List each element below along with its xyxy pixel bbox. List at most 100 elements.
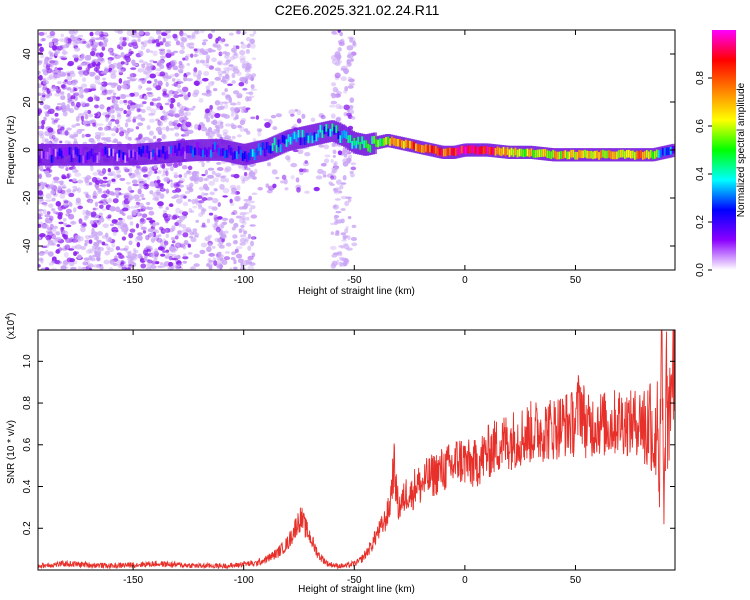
noise-speck xyxy=(116,169,121,174)
noise-speck xyxy=(340,195,348,200)
noise-speck xyxy=(169,90,176,97)
noise-speck xyxy=(144,183,148,186)
noise-speck xyxy=(52,71,59,75)
noise-speck xyxy=(332,149,337,155)
noise-speck xyxy=(208,65,214,70)
noise-speck xyxy=(182,57,186,61)
noise-speck xyxy=(332,154,336,158)
noise-speck xyxy=(164,227,171,233)
noise-speck xyxy=(243,230,248,235)
noise-speck xyxy=(45,68,53,74)
noise-speck xyxy=(232,240,238,245)
x-tick-label: 0 xyxy=(462,575,468,586)
noise-speck xyxy=(155,85,162,91)
noise-speck xyxy=(192,228,198,232)
noise-speck xyxy=(127,114,132,120)
noise-speck xyxy=(204,186,210,191)
noise-speck xyxy=(141,63,146,66)
noise-speck xyxy=(339,38,345,45)
noise-speck xyxy=(191,177,199,182)
snr-y-axis: 0.2 0.4 0.6 0.8 1.0 xyxy=(22,354,675,535)
noise-speck xyxy=(135,223,140,229)
y-tick-label: 40 xyxy=(22,48,33,60)
noise-speck xyxy=(70,34,75,40)
noise-speck xyxy=(146,125,151,130)
noise-speck xyxy=(38,108,43,115)
x-tick-label: -50 xyxy=(347,575,362,586)
noise-speck xyxy=(38,212,44,217)
noise-speck xyxy=(115,110,122,114)
noise-speck xyxy=(46,93,53,97)
noise-speck xyxy=(156,237,163,243)
noise-speck xyxy=(213,260,218,267)
noise-speck xyxy=(239,238,247,243)
noise-speck xyxy=(50,117,55,121)
noise-speck xyxy=(173,106,177,113)
noise-speck xyxy=(200,242,208,248)
noise-speck xyxy=(78,93,84,99)
noise-speck xyxy=(350,236,358,241)
noise-speck xyxy=(222,129,229,135)
noise-speck xyxy=(171,225,176,232)
noise-speck xyxy=(84,109,88,114)
noise-speck xyxy=(62,260,69,267)
noise-speck xyxy=(350,166,357,171)
noise-speck xyxy=(114,166,120,171)
noise-speck xyxy=(56,73,61,79)
noise-speck xyxy=(63,234,68,240)
noise-speck xyxy=(162,93,170,98)
noise-speck xyxy=(272,126,278,131)
noise-speck xyxy=(96,111,102,118)
noise-speck xyxy=(214,113,221,119)
noise-speck xyxy=(88,248,94,254)
snr-scale-exponent: 4 xyxy=(5,316,12,320)
noise-speck xyxy=(129,206,137,209)
noise-speck xyxy=(298,168,304,173)
noise-speck xyxy=(318,113,325,118)
noise-speck xyxy=(177,162,183,166)
noise-speck xyxy=(100,85,106,92)
noise-speck xyxy=(239,126,245,132)
noise-speck xyxy=(264,122,271,129)
noise-speck xyxy=(238,106,244,110)
noise-speck xyxy=(43,116,47,122)
noise-speck xyxy=(186,62,191,66)
noise-speck xyxy=(134,103,141,109)
noise-speck xyxy=(213,214,218,221)
noise-speck xyxy=(185,121,192,128)
noise-speck xyxy=(91,247,97,251)
noise-speck xyxy=(178,177,186,183)
noise-speck xyxy=(41,119,46,125)
noise-speck xyxy=(180,37,188,43)
noise-speck xyxy=(154,229,159,234)
noise-speck xyxy=(347,76,352,81)
noise-speck xyxy=(216,134,222,138)
noise-speck xyxy=(145,249,152,253)
noise-speck xyxy=(159,51,163,55)
noise-speck xyxy=(147,259,153,264)
noise-speck xyxy=(90,211,97,217)
noise-speck xyxy=(139,86,143,89)
noise-speck xyxy=(109,206,117,212)
noise-speck xyxy=(155,38,160,44)
noise-speck xyxy=(88,239,93,244)
noise-speck xyxy=(209,266,213,270)
noise-speck xyxy=(161,133,166,140)
noise-speck xyxy=(207,167,215,171)
noise-speck xyxy=(118,78,123,84)
noise-speck xyxy=(55,231,61,236)
noise-speck xyxy=(145,74,150,79)
noise-speck xyxy=(150,237,156,243)
noise-speck xyxy=(38,208,44,212)
noise-speck xyxy=(84,113,89,120)
noise-speck xyxy=(172,257,179,261)
noise-speck xyxy=(114,187,122,191)
noise-speck xyxy=(213,42,217,47)
colorbar: 0.0 0.2 0.4 0.6 0.8 Normalized spectral ampl… xyxy=(695,30,747,277)
noise-speck xyxy=(343,244,350,250)
noise-speck xyxy=(59,140,63,144)
noise-speck xyxy=(60,57,68,61)
noise-speck xyxy=(211,245,216,249)
noise-speck xyxy=(250,88,258,92)
noise-speck xyxy=(207,243,213,247)
